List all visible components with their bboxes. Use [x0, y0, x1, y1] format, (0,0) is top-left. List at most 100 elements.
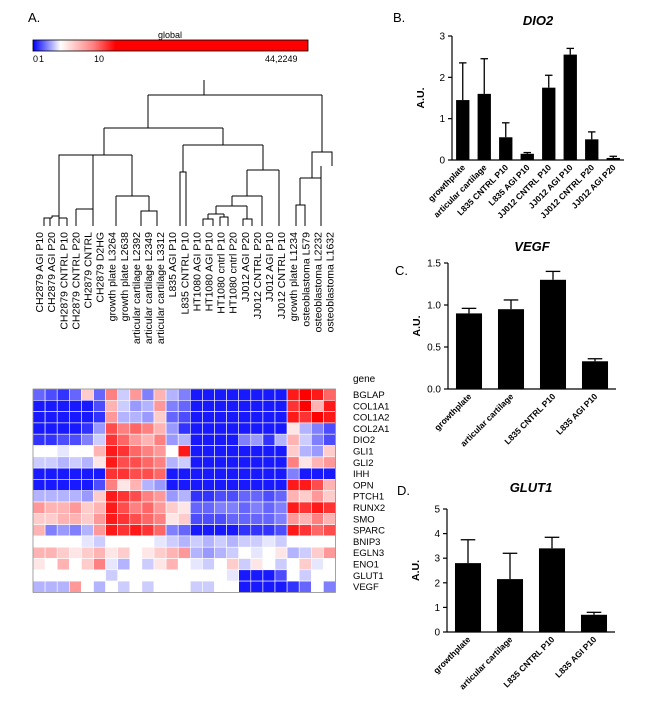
- heatmap-cell: [129, 558, 143, 571]
- y-axis-label: A.U.: [415, 87, 427, 108]
- heatmap-cell: [190, 490, 203, 503]
- heatmap-cell: [32, 512, 46, 525]
- heatmap-cell: [250, 467, 264, 480]
- heatmap-cell: [238, 422, 252, 435]
- y-tick-label: 0: [439, 156, 445, 167]
- heatmap-cell: [190, 445, 203, 458]
- heatmap-cell: [226, 411, 240, 424]
- heatmap-cell: [117, 512, 131, 525]
- heatmap-cell: [165, 546, 179, 559]
- heatmap-cell: [56, 569, 70, 582]
- bar: [542, 87, 556, 160]
- heatmap-cell: [44, 524, 58, 537]
- heatmap-cell: [129, 512, 143, 525]
- heatmap-cell: [262, 546, 276, 559]
- heatmap-cell: [323, 433, 336, 446]
- gene-label: EGLN3: [353, 548, 384, 559]
- heatmap-cell: [141, 580, 155, 593]
- heatmap-cell: [274, 399, 288, 412]
- heatmap-cell: [274, 569, 288, 582]
- bar: [456, 100, 470, 160]
- heatmap-cell: [298, 580, 312, 593]
- heatmap-cell: [323, 388, 336, 401]
- gene-label: RUNX2: [353, 503, 385, 514]
- colorbar-title: global: [158, 30, 182, 40]
- heatmap-cell: [105, 388, 118, 401]
- heatmap-cell: [165, 433, 179, 446]
- heatmap-cell: [250, 411, 264, 424]
- y-tick-label: 1: [439, 114, 445, 125]
- heatmap-cell: [165, 456, 179, 469]
- heatmap-cell: [226, 433, 240, 446]
- heatmap-cell: [262, 479, 276, 491]
- heatmap-cell: [298, 479, 312, 491]
- heatmap-cell: [105, 490, 118, 503]
- heatmap-cell: [81, 580, 94, 593]
- heatmap-cell: [153, 445, 167, 458]
- heatmap-cell: [32, 411, 46, 424]
- heatmap-cell: [32, 456, 46, 469]
- heatmap-cell: [56, 388, 70, 401]
- bar: [585, 139, 599, 160]
- sample-label: L835 AGI P10: [167, 232, 179, 298]
- heatmap-cell: [238, 479, 252, 491]
- bar: [497, 309, 525, 389]
- heatmap-cell: [323, 580, 336, 593]
- heatmap-frame: [32, 388, 336, 593]
- heatmap-cell: [44, 388, 58, 401]
- heatmap-cell: [117, 422, 131, 435]
- heatmap-cell: [226, 388, 240, 401]
- heatmap-cell: [226, 479, 240, 491]
- heatmap-cell: [298, 399, 312, 412]
- heatmap-cell: [262, 399, 276, 412]
- heatmap-cell: [153, 479, 167, 491]
- gene-label: COL1A2: [353, 413, 389, 424]
- heatmap-cell: [165, 580, 179, 593]
- heatmap-cell: [250, 479, 264, 491]
- heatmap-cell: [238, 433, 252, 446]
- heatmap-cell: [93, 580, 106, 593]
- heatmap-cell: [93, 479, 106, 491]
- heatmap-cell: [274, 512, 288, 525]
- heatmap-cell: [190, 456, 203, 469]
- heatmap-cell: [214, 569, 227, 582]
- heatmap-cell: [323, 558, 336, 571]
- heatmap-cell: [226, 467, 240, 480]
- heatmap-cell: [238, 388, 252, 401]
- gene-label: BNIP3: [353, 537, 380, 548]
- heatmap-cell: [202, 569, 215, 582]
- heatmap-cell: [298, 524, 312, 537]
- heatmap-cell: [56, 512, 70, 525]
- heatmap-cell: [250, 580, 264, 593]
- heatmap-cell: [69, 467, 82, 480]
- chart-vegf: VEGFA.U.0.00.51.01.5growthplatearticular…: [411, 239, 616, 449]
- panel-label-d: D.: [397, 483, 410, 498]
- heatmap-cell: [93, 422, 106, 435]
- heatmap-cell: [117, 479, 131, 491]
- heatmap-cell: [202, 388, 215, 401]
- heatmap-cell: [323, 546, 336, 559]
- sample-label: JJ012 CNTRL P20: [252, 232, 264, 319]
- sample-label: CH2879 CNTRL P10: [58, 232, 70, 330]
- heatmap-cell: [226, 512, 240, 525]
- heatmap-cell: [226, 501, 240, 514]
- heatmap-cell: [129, 467, 143, 480]
- heatmap-cell: [238, 399, 252, 412]
- heatmap-cell: [165, 569, 179, 582]
- gene-label: ENO1: [353, 560, 379, 571]
- heatmap-cell: [202, 479, 215, 491]
- heatmap-cell: [177, 411, 191, 424]
- heatmap-cell: [56, 422, 70, 435]
- heatmap-cell: [105, 479, 118, 491]
- heatmap-cell: [141, 490, 155, 503]
- heatmap-cell: [81, 467, 94, 480]
- heatmap-cell: [177, 467, 191, 480]
- heatmap-cell: [56, 535, 70, 548]
- heatmap-cell: [274, 546, 288, 559]
- heatmap-cell: [69, 490, 82, 503]
- heatmap-cell: [165, 411, 179, 424]
- y-tick-label: 4: [434, 529, 440, 540]
- heatmap-cell: [44, 456, 58, 469]
- heatmap-cell: [190, 524, 203, 537]
- bar: [455, 313, 483, 389]
